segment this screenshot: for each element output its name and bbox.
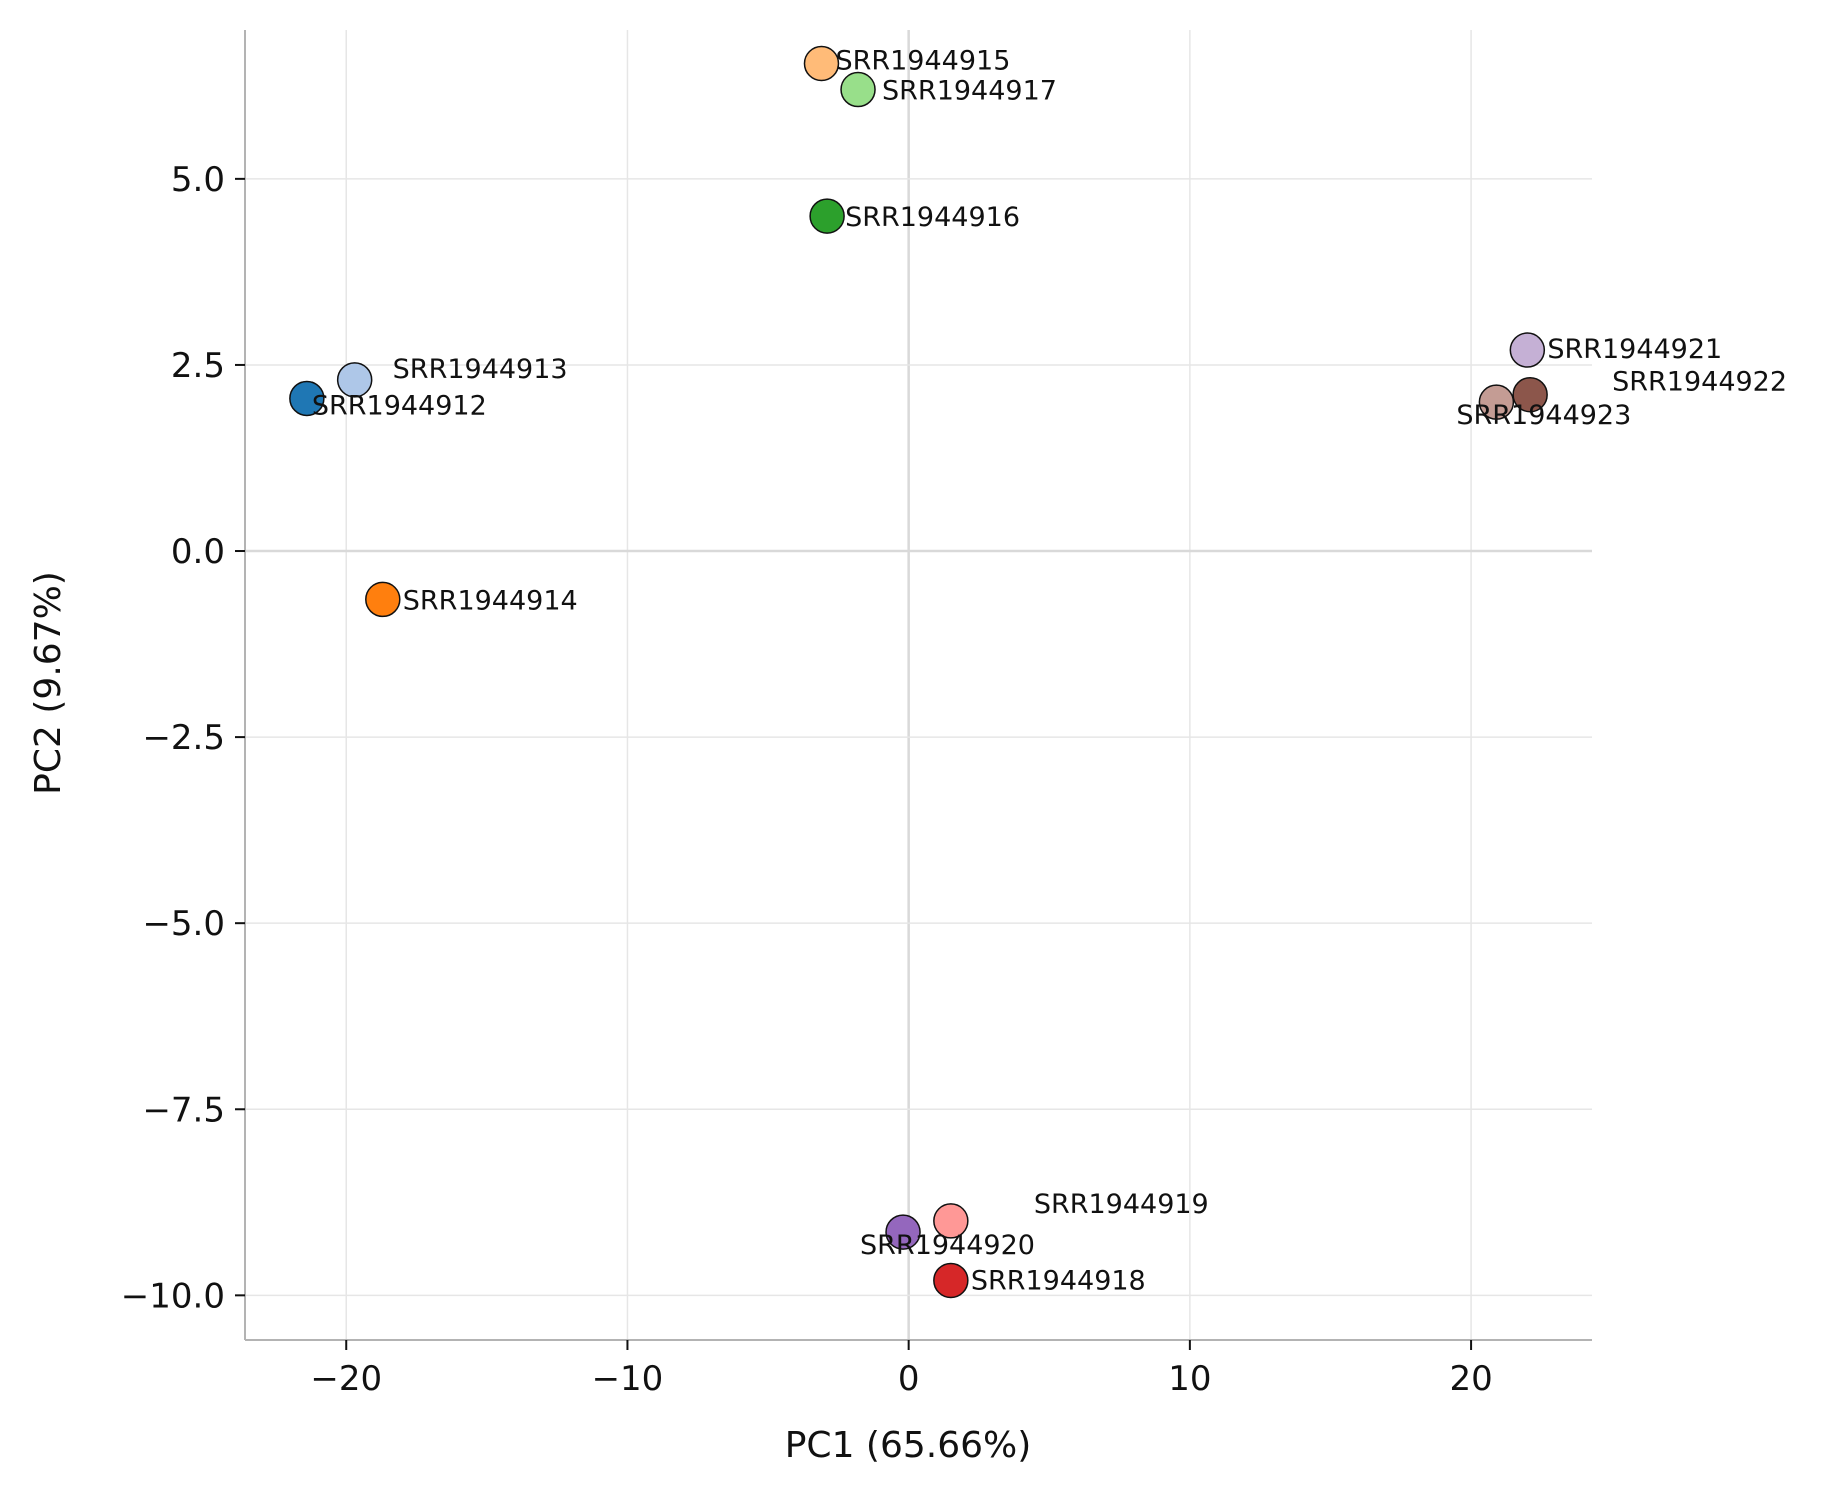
- point-label: SRR1944921: [1547, 334, 1722, 365]
- axis-ticks: −20 −10 0 10 20 5.0 2.5 0.0 −2.5 −5.0 −7.5 −10.0: [121, 160, 1493, 1399]
- x-tick-label: 0: [898, 1359, 920, 1399]
- scatter-point: [1478, 384, 1515, 420]
- scatter-point: [840, 71, 876, 108]
- y-tick-label: −7.5: [142, 1090, 225, 1130]
- point-label: SRR1944923: [1456, 400, 1631, 431]
- y-tick-label: −10.0: [121, 1276, 225, 1316]
- scatter-point: [933, 1203, 969, 1239]
- scatter-point: [885, 1214, 921, 1250]
- point-label: SRR1944915: [835, 45, 1010, 76]
- x-tick-label: −10: [592, 1359, 664, 1399]
- scatter-point: [933, 1262, 969, 1299]
- axes-spines: [244, 30, 1592, 1341]
- data-points: [289, 45, 1548, 1299]
- y-tick-label: −2.5: [142, 718, 225, 758]
- y-tick-label: 2.5: [171, 346, 225, 386]
- scatter-point: [365, 581, 401, 618]
- x-tick-label: 10: [1168, 1359, 1211, 1399]
- x-tick-label: −20: [310, 1359, 382, 1399]
- grid: [245, 30, 1592, 1340]
- scatter-point: [336, 362, 373, 398]
- y-tick-label: 0.0: [171, 532, 225, 572]
- x-axis-label: PC1 (65.66%): [785, 1425, 1032, 1466]
- scatter-point: [803, 45, 840, 82]
- point-labels: SRR1944912 SRR1944913 SRR1944914 SRR1944915…: [312, 45, 1787, 1296]
- point-label: SRR1944914: [403, 585, 578, 616]
- point-label: SRR1944912: [312, 390, 487, 421]
- point-label: SRR1944920: [860, 1230, 1035, 1261]
- point-label: SRR1944916: [845, 202, 1020, 233]
- scatter-point: [1509, 332, 1546, 368]
- scatter-point: [1512, 376, 1548, 413]
- y-tick-label: −5.0: [142, 904, 225, 944]
- point-label: SRR1944919: [1034, 1189, 1209, 1220]
- point-label: SRR1944918: [971, 1265, 1146, 1296]
- point-label: SRR1944913: [393, 354, 568, 385]
- point-label: SRR1944917: [882, 76, 1057, 107]
- y-tick-label: 5.0: [171, 160, 225, 200]
- point-label: SRR1944922: [1612, 367, 1787, 398]
- scatter-point: [289, 380, 325, 417]
- y-axis-label: PC2 (9.67%): [28, 571, 69, 795]
- scatter-point: [809, 198, 845, 234]
- x-tick-label: 20: [1449, 1359, 1492, 1399]
